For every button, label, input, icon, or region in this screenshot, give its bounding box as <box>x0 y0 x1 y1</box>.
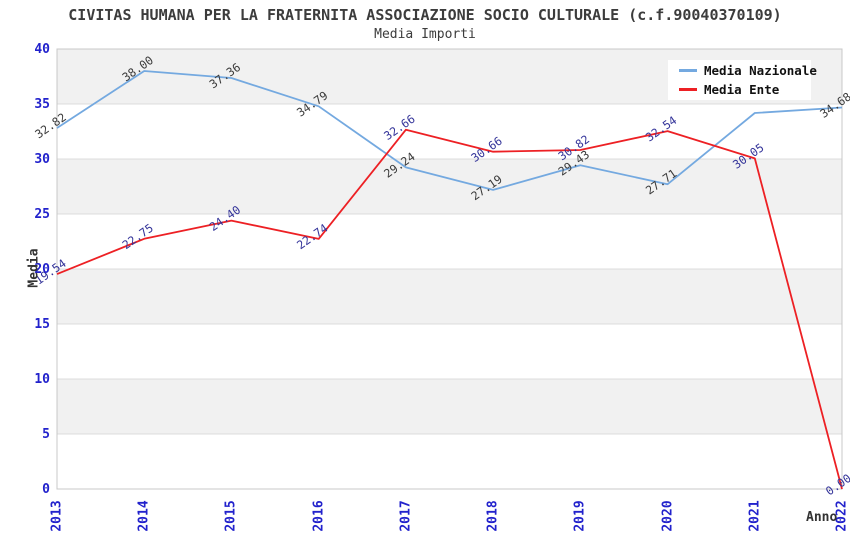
chart-title: CIVITAS HUMANA PER LA FRATERNITA ASSOCIA… <box>68 6 782 24</box>
y-tick-label: 15 <box>34 316 50 332</box>
plot-band <box>57 379 842 434</box>
y-tick-label: 20 <box>34 261 50 277</box>
point-label: 22.74 <box>294 221 330 252</box>
x-tick-label: 2021 <box>747 500 763 532</box>
y-tick-label: 5 <box>42 426 50 442</box>
y-axis-title: Media <box>26 248 42 288</box>
y-tick-label: 10 <box>34 371 50 387</box>
legend-label-ente: Media Ente <box>704 81 780 97</box>
legend: Media Nazionale Media Ente <box>668 60 817 100</box>
y-tick-label: 25 <box>34 206 50 222</box>
x-tick-label: 2015 <box>223 500 239 532</box>
x-tick-label: 2019 <box>572 500 588 532</box>
x-tick-label: 2014 <box>136 500 152 532</box>
y-tick-label: 30 <box>34 151 50 167</box>
line-swatch-nazionale <box>679 69 697 73</box>
line-swatch-ente <box>679 87 697 91</box>
media-ente-line <box>56 128 843 490</box>
x-tick-label: 2018 <box>485 500 501 532</box>
point-label: 22.75 <box>120 221 156 252</box>
legend-label-nazionale: Media Nazionale <box>704 63 817 79</box>
point-label: 32.82 <box>32 110 68 141</box>
x-tick-label: 2016 <box>311 500 327 532</box>
x-tick-label: 2013 <box>49 500 65 532</box>
chart-subtitle: Media Importi <box>374 27 476 42</box>
point-label: 32.54 <box>643 113 679 144</box>
x-tick-label: 2020 <box>660 500 676 532</box>
legend-item-nazionale: Media Nazionale <box>668 63 817 78</box>
plot-band <box>57 159 842 214</box>
point-label: 0.00 <box>823 471 850 498</box>
plot-band <box>57 269 842 324</box>
x-tick-label: 2017 <box>398 500 414 532</box>
media-nazionale-line <box>56 70 843 191</box>
y-tick-label: 40 <box>34 41 50 57</box>
x-axis-title: Anno <box>806 510 838 525</box>
plot-border <box>56 48 843 490</box>
y-tick-label: 0 <box>42 481 50 497</box>
legend-item-ente: Media Ente <box>668 82 811 97</box>
y-tick-label: 35 <box>34 96 50 112</box>
